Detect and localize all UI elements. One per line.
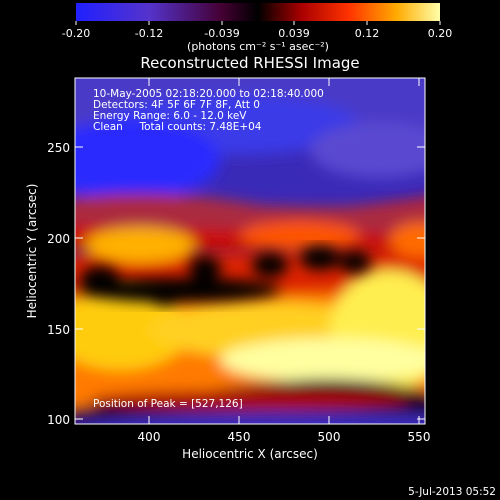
colorbar-tick-label: 0.12 <box>355 27 380 40</box>
x-tick-label: 400 <box>138 430 161 444</box>
colorbar-tick-label: -0.20 <box>62 27 90 40</box>
y-tick-label: 150 <box>47 323 70 337</box>
y-tick-label: 250 <box>47 141 70 155</box>
rhessi-image <box>75 78 425 424</box>
colorbar-tick-label: 0.20 <box>428 27 453 40</box>
y-axis-ticks <box>75 146 425 420</box>
info-detectors: Detectors: 4F 5F 6F 7F 8F, Att 0 <box>93 99 260 111</box>
colorbar-units: (photons cm⁻² s⁻¹ asec⁻²) <box>187 40 329 53</box>
info-time-range: 10-May-2005 02:18:20.000 to 02:18:40.000 <box>93 88 324 100</box>
plot-frame <box>74 77 426 425</box>
colorbar-tick-label: -0.12 <box>135 27 163 40</box>
x-tick-label: 550 <box>408 430 431 444</box>
colorbar <box>76 3 440 21</box>
colorbar-tick-label: 0.039 <box>278 27 310 40</box>
y-axis-label: Heliocentric Y (arcsec) <box>25 184 39 319</box>
plot-title: Reconstructed RHESSI Image <box>140 54 359 72</box>
x-tick-label: 500 <box>318 430 341 444</box>
info-peak-position: Position of Peak = [527,126] <box>93 398 243 410</box>
x-tick-label: 450 <box>228 430 251 444</box>
info-clean-counts: Clean Total counts: 7.48E+04 <box>93 121 262 133</box>
footer-date: 5-Jul-2013 05:52 <box>408 486 496 498</box>
x-axis-ticks <box>148 78 420 424</box>
info-energy-range: Energy Range: 6.0 - 12.0 keV <box>93 110 247 122</box>
x-axis-label: Heliocentric X (arcsec) <box>182 447 318 461</box>
colorbar-ticks <box>75 21 441 25</box>
colorbar-tick-label: -0.039 <box>204 27 239 40</box>
y-tick-label: 100 <box>47 413 70 427</box>
y-tick-label: 200 <box>47 232 70 246</box>
